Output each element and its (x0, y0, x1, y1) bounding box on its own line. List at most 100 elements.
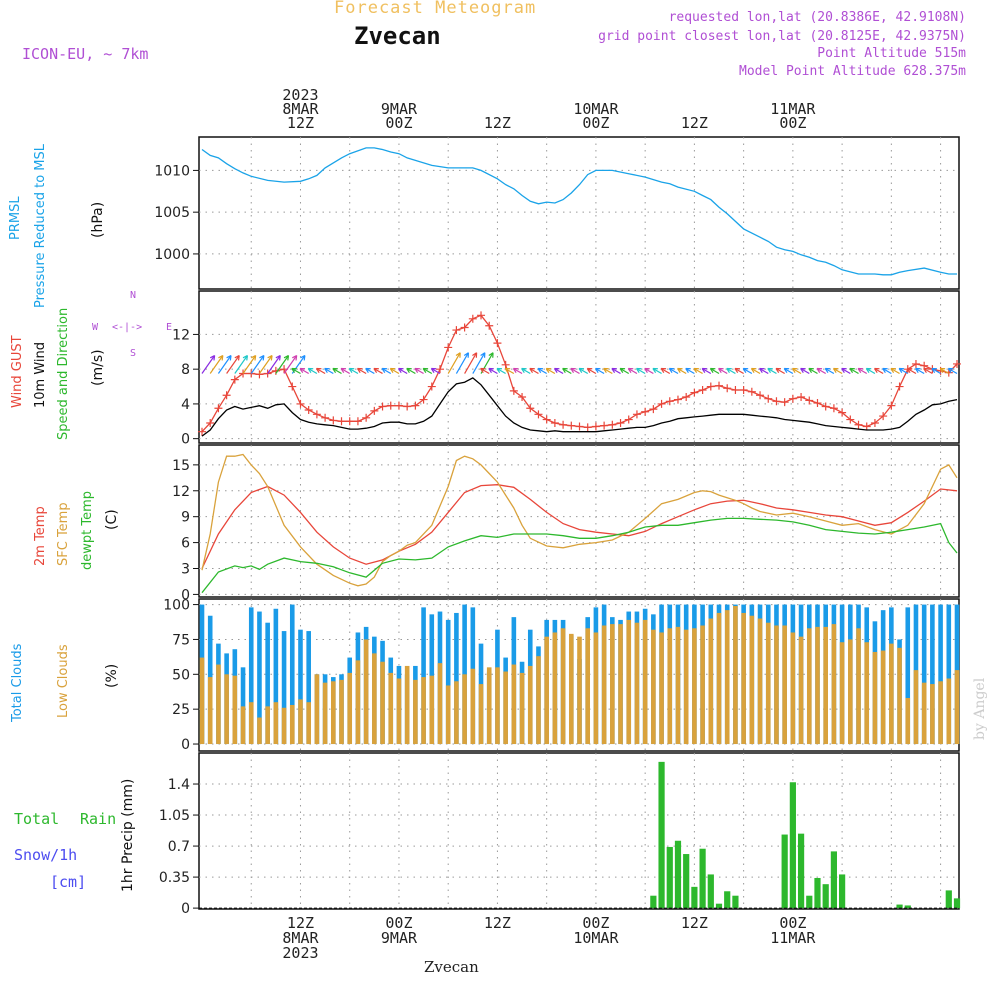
low-cloud-bar (880, 650, 886, 745)
bottom-time-label: 12Z (681, 914, 708, 932)
wind-arrow (267, 355, 281, 374)
wind-arrow-head (701, 367, 708, 374)
ytick-label: 25 (172, 702, 190, 718)
wind-arrow (701, 367, 712, 375)
low-cloud-bar (585, 628, 591, 745)
series-line (201, 453, 958, 587)
wind-arrow (406, 367, 416, 375)
wind-arrow (357, 367, 367, 375)
total-cloud-bar (273, 608, 279, 745)
gust-marker (797, 392, 806, 401)
low-cloud-bar (815, 626, 820, 745)
wind-arrow-head (562, 367, 568, 374)
wind-arrow (767, 367, 777, 375)
wind-arrow (381, 367, 392, 375)
ytick-label: 0 (181, 432, 190, 448)
wind-arrow (734, 367, 744, 375)
gust-marker (739, 386, 748, 395)
ytick-label: 0 (181, 901, 190, 917)
gust-marker (813, 399, 822, 408)
gust-marker (386, 401, 395, 410)
wind-arrow (545, 367, 556, 375)
low-cloud-bar (889, 643, 894, 745)
wind-arrow (504, 367, 515, 375)
precip-axis-label: 1hr Precip (mm) (120, 778, 136, 892)
gust-marker (756, 391, 765, 400)
ytick-label: 1010 (154, 163, 190, 179)
gust-marker (378, 402, 387, 411)
wind-arrow-head (226, 354, 232, 361)
wind-arrow-head (750, 367, 757, 374)
wind-arrow-head (455, 352, 461, 358)
total-cloud-bar (281, 631, 287, 745)
total-cloud-bar (248, 607, 254, 745)
gust-marker (887, 401, 896, 410)
wind-arrow-head (644, 367, 650, 374)
wind-arrow (398, 367, 408, 375)
wind-arrow (800, 367, 810, 375)
low-cloud-bar (626, 619, 632, 745)
low-cloud-bar (413, 679, 418, 745)
gust-marker (657, 399, 666, 408)
low-cloud-bar (207, 677, 213, 745)
wind-arrow (513, 367, 523, 375)
wind-arrow-head (324, 367, 330, 374)
wind-arrow (586, 367, 597, 375)
low-cloud-bar (872, 651, 878, 745)
wind-arrow-head (660, 367, 667, 374)
rain-bar (691, 886, 698, 909)
wind-arrow (710, 367, 720, 375)
low-cloud-bar (733, 605, 738, 745)
wind-arrow-head (734, 367, 740, 374)
low-cloud-bar (848, 639, 853, 745)
wind-arrow (865, 367, 876, 375)
wind-arrow-head (291, 354, 298, 361)
panel-frame (198, 136, 960, 290)
top-time-label: 10MAR (573, 100, 619, 118)
top-time-label: 12Z (287, 114, 314, 132)
station-title: Zvecan (354, 22, 441, 50)
wind-arrow-head (947, 367, 954, 374)
wind-arrow-head (898, 367, 905, 374)
wind-arrow-head (275, 354, 281, 361)
wind-arrow (644, 367, 654, 375)
gust-marker (854, 420, 863, 429)
wind-arrow (660, 367, 671, 375)
low-cloud-bar (659, 632, 664, 745)
wind-arrow-head (242, 354, 249, 361)
gust-marker (550, 419, 559, 428)
top-time-label: 2023 (282, 86, 318, 104)
gust-marker (706, 382, 715, 391)
low-cloud-bar (265, 706, 270, 745)
low-cloud-bar (470, 668, 476, 745)
wind-arrow-head (816, 367, 823, 374)
gust-marker (665, 397, 674, 406)
wind-arrow (948, 367, 958, 375)
total-cloud-bar (240, 667, 246, 745)
wind-arrow-head (496, 367, 503, 374)
wind-arrow (332, 367, 342, 375)
low-cloud-bar (667, 628, 673, 745)
low-cloud-bar (938, 681, 943, 745)
wind-arrow (258, 355, 273, 374)
wind-arrow-head (553, 367, 560, 374)
low-cloud-bar (806, 628, 812, 745)
wind-arrow (496, 367, 506, 375)
wind-arrow-head (619, 367, 626, 374)
low-cloud-bar (454, 681, 459, 745)
wind-arrow (693, 367, 703, 375)
gust-marker (329, 416, 338, 425)
gust-marker (846, 415, 855, 424)
wind-arrow (611, 367, 621, 375)
ytick-label: 1000 (154, 247, 190, 263)
wind-arrow (431, 367, 441, 375)
top-time-label: 00Z (582, 114, 609, 132)
precip-snow-label: Snow/1h (14, 846, 78, 864)
gust-marker (690, 388, 699, 397)
gust-marker (534, 410, 543, 419)
bottom-time-label: 2023 (282, 944, 318, 962)
total-cloud-bar (257, 611, 262, 745)
compass-s: S (130, 348, 137, 359)
wind-arrow-head (348, 367, 355, 374)
wind-arrow (603, 367, 613, 375)
